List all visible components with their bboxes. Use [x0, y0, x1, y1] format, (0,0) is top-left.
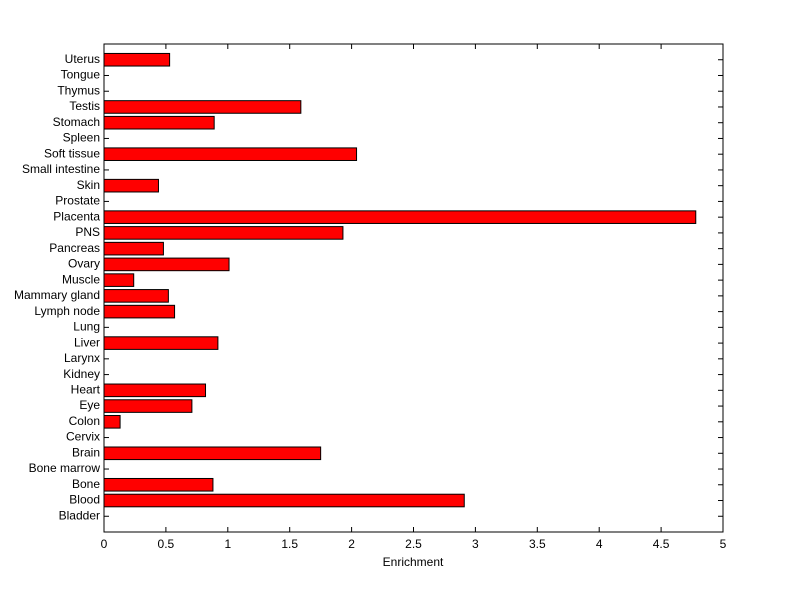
- y-tick-label: Small intestine: [22, 162, 100, 176]
- y-tick-label: Soft tissue: [44, 146, 100, 160]
- y-tick-label: Stomach: [53, 115, 100, 129]
- y-tick-label: Cervix: [66, 430, 100, 444]
- y-tick-label: Ovary: [68, 257, 100, 271]
- x-tick-label: 2: [348, 537, 355, 551]
- y-tick-label: Testis: [69, 99, 100, 113]
- bar: [103, 383, 207, 398]
- y-tick-label: Liver: [74, 335, 100, 349]
- y-tick-label: Tongue: [61, 68, 101, 82]
- bar: [103, 446, 322, 461]
- bar: [103, 178, 159, 193]
- bar: [103, 257, 230, 272]
- y-tick-label: Lung: [73, 320, 100, 334]
- y-tick-label: Prostate: [55, 194, 100, 208]
- bar: [103, 477, 214, 492]
- x-tick-label: 2.5: [405, 537, 422, 551]
- y-tick-label: Pancreas: [49, 241, 100, 255]
- y-tick-label: Eye: [79, 398, 100, 412]
- x-tick-label: 5: [720, 537, 727, 551]
- bar: [103, 304, 176, 319]
- y-tick-label: Larynx: [64, 351, 100, 365]
- bar: [103, 415, 121, 429]
- y-tick-label: Heart: [71, 382, 101, 396]
- y-tick-label: Mammary gland: [14, 288, 100, 302]
- x-axis-label: Enrichment: [383, 555, 444, 569]
- bar: [103, 52, 171, 67]
- y-tick-label: Spleen: [63, 131, 100, 145]
- x-tick-label: 4: [596, 537, 603, 551]
- x-tick-label: 3.5: [529, 537, 546, 551]
- bar: [103, 100, 302, 114]
- y-tick-label: Brain: [72, 445, 100, 459]
- y-tick-label: Skin: [77, 178, 100, 192]
- y-tick-label: Bone marrow: [29, 461, 101, 475]
- bar: [103, 226, 344, 240]
- y-tick-label: Kidney: [63, 367, 100, 381]
- y-tick-label: Colon: [69, 414, 100, 428]
- y-tick-label: Lymph node: [34, 304, 100, 318]
- y-tick-label: Bone: [72, 477, 100, 491]
- bar: [103, 241, 164, 256]
- bar: [103, 336, 219, 350]
- y-tick-label: Blood: [69, 493, 100, 507]
- bar: [103, 399, 193, 413]
- bar: [103, 493, 465, 508]
- y-tick-label: Uterus: [65, 52, 100, 66]
- x-tick-label: 4.5: [653, 537, 670, 551]
- y-tick-label: Thymus: [57, 83, 100, 97]
- x-tick-label: 0: [101, 537, 108, 551]
- bar: [103, 289, 169, 303]
- y-tick-label: Muscle: [62, 272, 100, 286]
- bar: [103, 273, 135, 287]
- bar: [103, 115, 215, 130]
- y-tick-label: PNS: [75, 225, 100, 239]
- y-tick-label: Bladder: [59, 508, 100, 522]
- x-tick-label: 0.5: [158, 537, 175, 551]
- x-tick-label: 1: [224, 537, 231, 551]
- x-tick-label: 3: [472, 537, 479, 551]
- bar: [103, 210, 697, 224]
- bar: [103, 147, 358, 161]
- y-tick-label: Placenta: [53, 209, 100, 223]
- x-tick-label: 1.5: [281, 537, 298, 551]
